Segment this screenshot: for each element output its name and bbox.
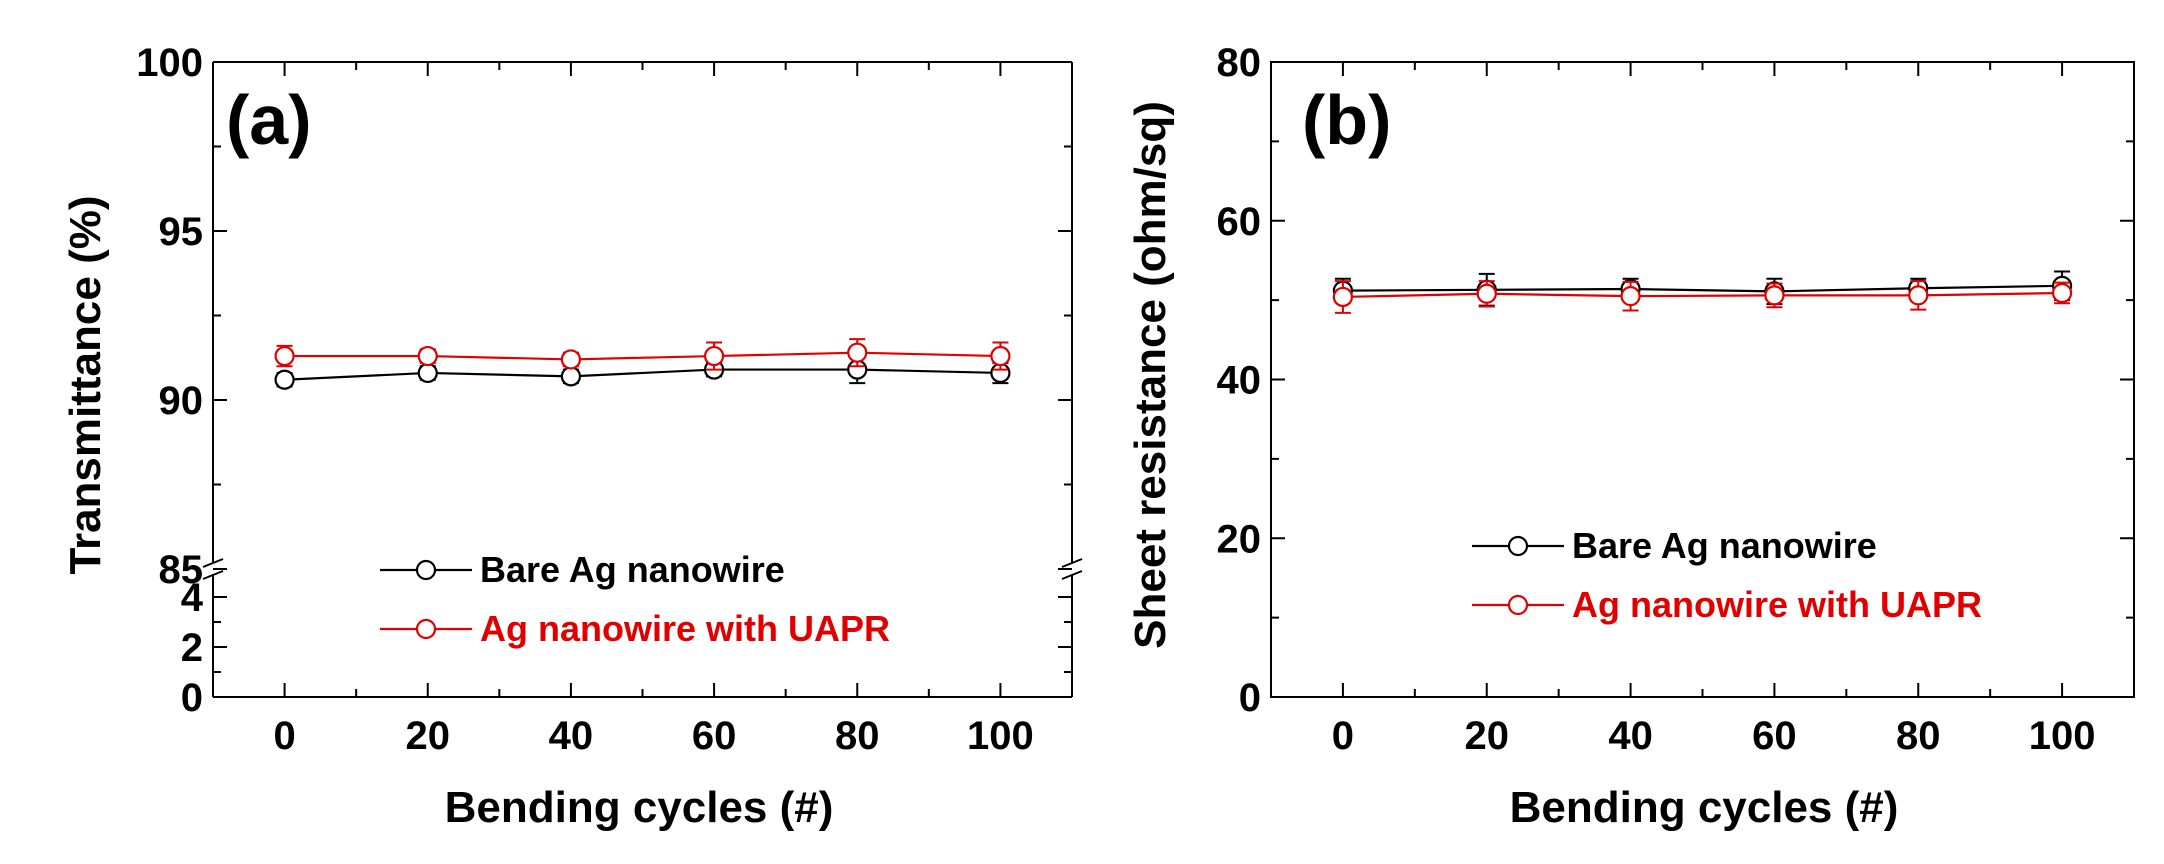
- panel-a-legend-bare-marker: [415, 559, 437, 581]
- panel-a-legend-uapr-label: Ag nanowire with UAPR: [480, 608, 890, 649]
- panel-b-x-tick-label: 60: [1752, 714, 1797, 758]
- panel-a-legend-uapr-marker: [415, 618, 437, 640]
- panel-a-y-tick-label: 4: [181, 576, 204, 620]
- panel-b-series-uapr-point: [1908, 285, 1929, 306]
- panel-b-series-uapr-point: [2051, 282, 2073, 304]
- panel-b-series-uapr-line: [1342, 291, 2063, 299]
- panel-b-y-tick-label: 60: [1217, 200, 1262, 244]
- panel-a-series-uapr-point: [417, 345, 438, 367]
- panel-a-series-bare-point: [560, 366, 582, 387]
- panel-a-transmittance-chart: (a) Bending cycles (#) Transmittance (%)…: [61, 41, 1083, 832]
- panel-b-legend-uapr-marker: [1507, 594, 1529, 616]
- panel-b-x-tick-label: 0: [1332, 714, 1354, 758]
- panel-a-series-uapr-point: [847, 342, 868, 363]
- panel-a-y-tick-label: 85: [159, 548, 204, 592]
- panel-b-series-bare-line: [1342, 284, 2063, 293]
- panel-b-y-tick-label: 20: [1217, 517, 1262, 561]
- panel-a-y-tick-label: 100: [136, 41, 203, 85]
- panel-a-y-tick-label: 2: [181, 626, 203, 670]
- panel-b-ylabel: Sheet resistance (ohm/sq): [1126, 101, 1175, 649]
- panel-b-legend-bare-marker: [1507, 535, 1529, 557]
- panel-b-legend-bare-label: Bare Ag nanowire: [1572, 525, 1877, 566]
- panel-b-x-tick-label: 40: [1608, 714, 1653, 758]
- panel-a-x-tick-label: 100: [967, 714, 1034, 758]
- panel-a-axis-break-mark: [1061, 570, 1083, 580]
- panel-a-x-tick-label: 80: [835, 714, 880, 758]
- panel-a-series-uapr-point: [990, 345, 1011, 367]
- panel-a-legend-bare-label: Bare Ag nanowire: [480, 549, 785, 590]
- panel-a-y-tick-label: 90: [159, 379, 204, 423]
- panel-a-x-tick-label: 40: [549, 714, 594, 758]
- panel-b-series-uapr-point: [1476, 283, 1497, 304]
- panel-b-legend-uapr-label: Ag nanowire with UAPR: [1572, 584, 1982, 625]
- panel-b-y-tick-label: 80: [1217, 41, 1262, 85]
- panel-a-x-tick-label: 0: [273, 714, 295, 758]
- panel-a-series-bare-point: [417, 362, 438, 384]
- panel-b-sheet-resistance-chart: (b) Bending cycles (#) Sheet resistance …: [1126, 41, 2135, 832]
- panel-a-xlabel: Bending cycles (#): [445, 783, 834, 832]
- panel-b-series-uapr-point: [1764, 285, 1785, 306]
- panel-b-y-tick-label: 0: [1239, 676, 1261, 720]
- panel-a-x-tick-label: 60: [692, 714, 737, 758]
- panel-b-x-tick-label: 20: [1465, 714, 1510, 758]
- panel-b-label: (b): [1302, 81, 1391, 159]
- panel-a-y-tick-label: 0: [181, 676, 203, 720]
- panel-a-ylabel: Transmittance (%): [61, 196, 110, 575]
- panel-a-axis-break-mark: [202, 570, 224, 580]
- panel-a-series-bare-point: [274, 369, 295, 390]
- panel-a-series-uapr-point: [560, 349, 582, 370]
- panel-a-y-tick-label: 95: [159, 210, 204, 254]
- panel-b-series-uapr-point: [1620, 286, 1641, 307]
- panel-b-series-uapr-point: [1332, 286, 1354, 308]
- panel-a-axis-break-mark: [202, 558, 224, 568]
- panel-b-xlabel: Bending cycles (#): [1510, 783, 1899, 832]
- panel-b-x-tick-label: 100: [2029, 714, 2096, 758]
- panel-a-series-uapr-point: [703, 345, 725, 367]
- panel-a-axis-break-mark: [1061, 558, 1083, 568]
- panel-a-series-uapr-line: [284, 351, 1001, 361]
- panel-a-x-tick-label: 20: [406, 714, 451, 758]
- panel-a-series-bare-line: [284, 368, 1001, 381]
- panel-a-label: (a): [226, 81, 312, 159]
- panel-b-x-tick-label: 80: [1896, 714, 1941, 758]
- panel-a-series-uapr-point: [274, 345, 295, 367]
- panel-b-y-tick-label: 40: [1217, 359, 1262, 403]
